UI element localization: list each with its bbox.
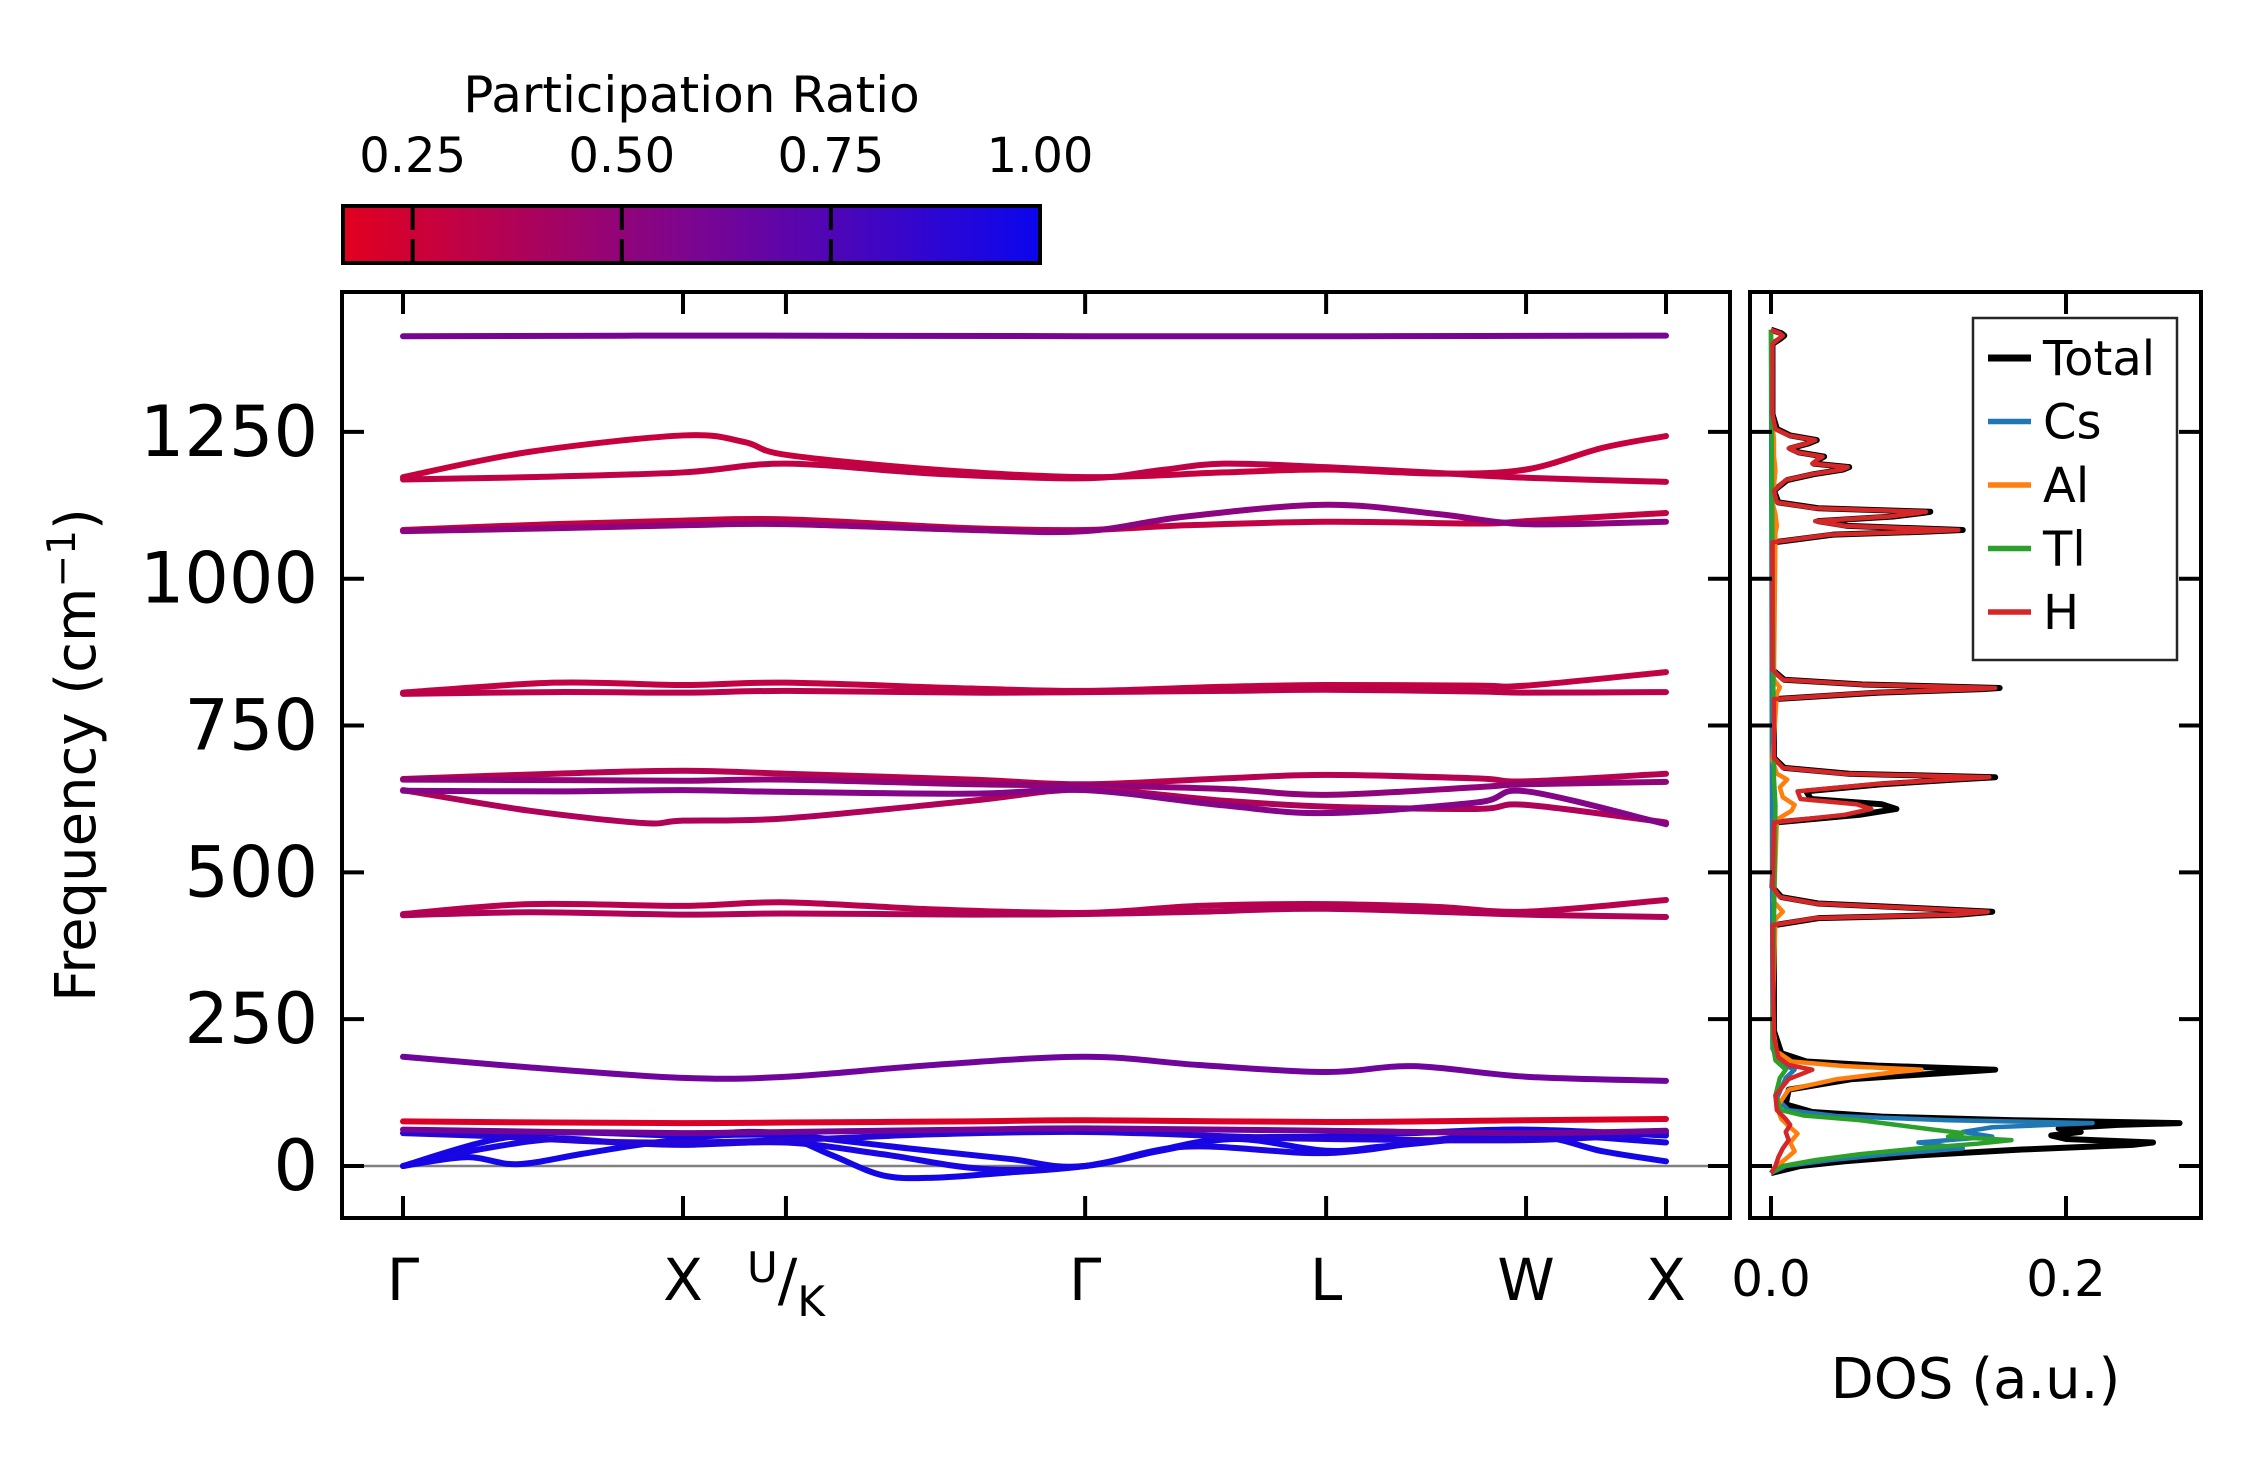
dos-curves (1768, 326, 2183, 1176)
band-line-5 (400, 1116, 1669, 1127)
legend-label-Tl: Tl (2042, 522, 2086, 578)
y-tick-label-1250: 1250 (140, 391, 318, 473)
kpoint-label-0: Γ (387, 1246, 419, 1314)
band-line-14 (400, 686, 1669, 697)
y-tick-label-1000: 1000 (140, 538, 318, 620)
colorbar: 0.25 0.50 0.75 1.00 (341, 128, 1094, 265)
band-line-10 (400, 776, 1669, 798)
band-line-19 (400, 332, 1669, 340)
colorbar-tick-label: 0.75 (777, 128, 884, 184)
dos-curve-Al (1768, 329, 1924, 1175)
kpoint-label-5: W (1497, 1246, 1554, 1314)
colorbar-tick-label: 0.25 (359, 128, 466, 184)
band-line-17 (400, 432, 1669, 481)
y-tick-label-500: 500 (184, 831, 318, 913)
dos-panel: 0.0 0.2 DOS (a.u.) (1731, 290, 2203, 1412)
colorbar-title: Participation Ratio (463, 66, 919, 124)
y-tick-label-0: 0 (273, 1125, 318, 1207)
band-line-6 (400, 1053, 1669, 1084)
legend-label-Total: Total (2042, 331, 2155, 387)
dos-curve-Tl (1768, 329, 2014, 1175)
colorbar-tick-label: 0.50 (568, 128, 675, 184)
band-line-3 (400, 1128, 1669, 1146)
legend-box (1971, 316, 2179, 662)
band-line-4 (400, 1125, 1669, 1137)
legend-label-H: H (2043, 585, 2079, 641)
dos-x-tick-label-0: 0.0 (1731, 1250, 1811, 1308)
colorbar-border (341, 204, 1042, 265)
dos-axis-label: DOS (a.u.) (1831, 1347, 2121, 1412)
dos-panel-border (1748, 290, 2203, 1220)
kpoint-label-3: Γ (1069, 1246, 1101, 1314)
band-panel-border (340, 290, 1732, 1220)
dos-curve-Cs (1768, 329, 2095, 1176)
band-line-16 (400, 501, 1669, 536)
y-axis-label: Frequency (cm−1) (40, 508, 109, 1002)
band-line-8 (400, 905, 1669, 920)
legend-label-Al: Al (2043, 458, 2089, 514)
kpoint-label-1: X (663, 1246, 703, 1314)
y-tick-label-750: 750 (184, 685, 318, 767)
kpoint-label-4: L (1310, 1246, 1342, 1314)
band-lines (400, 332, 1669, 1182)
band-line-18 (400, 460, 1669, 485)
y-tick-label-250: 250 (184, 978, 318, 1060)
kpoint-label-2: U/K (747, 1243, 826, 1326)
legend: Total Cs Al Tl H (1971, 316, 2179, 662)
kpoint-label-6: X (1646, 1246, 1686, 1314)
colorbar-gradient (343, 206, 1040, 263)
legend-label-Cs: Cs (2043, 395, 2102, 451)
band-line-12 (400, 786, 1669, 828)
band-line-11 (400, 786, 1669, 827)
colorbar-tick-label: 1.00 (987, 128, 1094, 184)
band-panel: Γ X U/K Γ L W X 0 250 500 750 1000 1250 Frequency (cm… (40, 290, 1732, 1326)
dos-curve-H (1769, 327, 1998, 1175)
dos-x-tick-label-1: 0.2 (2026, 1250, 2106, 1308)
